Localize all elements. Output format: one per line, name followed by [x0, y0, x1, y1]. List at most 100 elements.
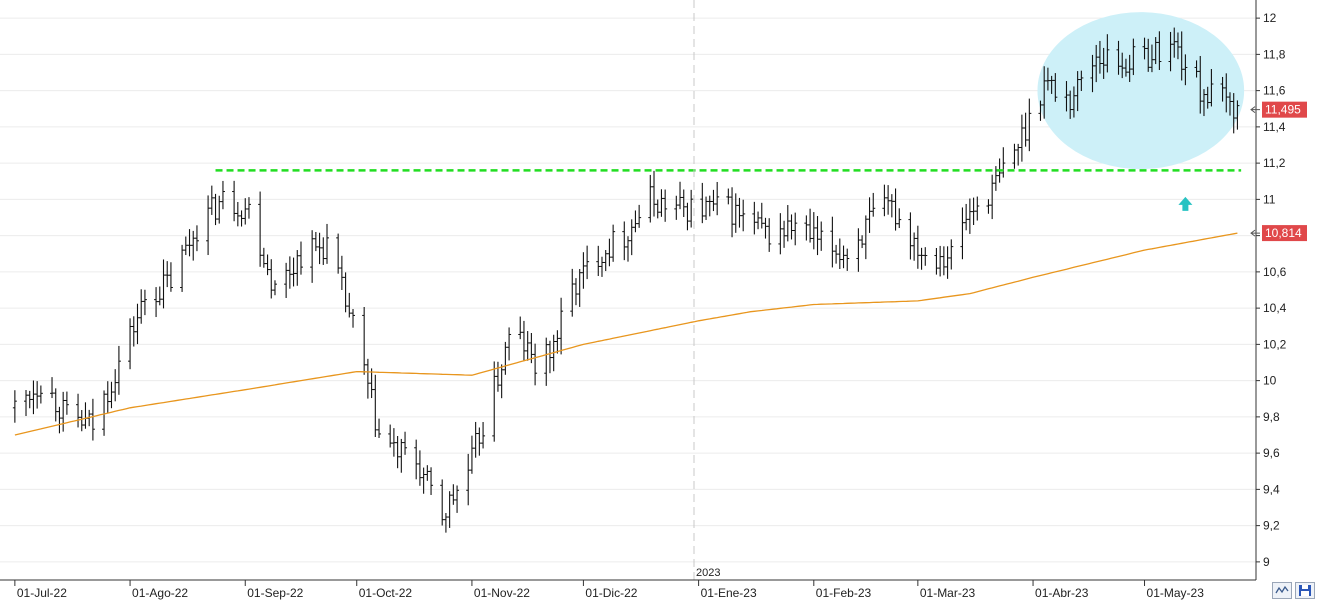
ohlc-bar — [521, 320, 526, 362]
ohlc-bar — [789, 214, 794, 240]
ohlc-bar — [206, 195, 211, 256]
ma-tag: 10,814 — [1250, 225, 1307, 242]
ohlc-bar — [298, 241, 303, 275]
ohlc-bar — [373, 374, 378, 437]
x-tick-label: 01-Ene-23 — [701, 586, 757, 600]
x-tick-label: 01-Abr-23 — [1035, 586, 1089, 600]
ohlc-bar — [622, 221, 627, 261]
y-tick-label: 10,4 — [1263, 301, 1287, 315]
ohlc-bar — [778, 213, 783, 255]
ohlc-bar — [912, 232, 917, 261]
ohlc-bar — [960, 207, 965, 260]
ohlc-bar — [213, 193, 218, 226]
ohlc-bar — [481, 422, 486, 449]
x-tick-label: 01-Oct-22 — [359, 586, 413, 600]
ohlc-bar — [752, 201, 757, 235]
ohlc-bar — [1127, 54, 1132, 82]
ohlc-bar — [1201, 89, 1206, 117]
ohlc-bar — [897, 208, 902, 229]
ohlc-bar — [492, 361, 497, 442]
ohlc-bar — [1101, 47, 1106, 79]
ohlc-bar — [577, 269, 582, 307]
ohlc-bar — [1042, 66, 1047, 119]
chart-type-button[interactable] — [1272, 582, 1292, 599]
ohlc-bar — [425, 465, 430, 481]
ohlc-bar — [908, 212, 913, 260]
ohlc-bar — [867, 197, 872, 233]
ohlc-bar — [659, 189, 664, 217]
y-axis-ticks: 1211,811,611,411,21110,810,610,410,2109,… — [1256, 11, 1287, 569]
save-button[interactable] — [1295, 582, 1315, 599]
ohlc-bar — [239, 210, 244, 227]
ohlc-bar — [1224, 73, 1229, 113]
ohlc-bar — [317, 232, 322, 265]
ohlc-bar — [466, 453, 471, 506]
ohlc-bar — [845, 248, 850, 271]
ohlc-bar — [1027, 98, 1032, 152]
ohlc-bar — [313, 231, 318, 252]
y-tick-label: 11,8 — [1263, 47, 1286, 61]
ohlc-bars — [12, 27, 1240, 533]
ohlc-bar — [518, 316, 523, 340]
ohlc-bar — [529, 332, 534, 364]
ohlc-bar — [648, 174, 653, 223]
ohlc-bar — [834, 244, 839, 264]
ohlc-bar — [1194, 60, 1199, 78]
ma-tag-text: 10,814 — [1265, 226, 1302, 240]
ohlc-bar — [1205, 86, 1210, 109]
ohlc-bar — [1220, 76, 1225, 102]
y-tick-label: 11 — [1263, 192, 1276, 206]
ohlc-bar — [1045, 67, 1050, 91]
ohlc-bar — [685, 202, 690, 231]
ohlc-bar — [678, 181, 683, 210]
ohlc-bar — [1235, 100, 1240, 130]
ohlc-bar — [194, 225, 199, 252]
ohlc-bar — [934, 247, 939, 275]
ohlc-bar — [209, 185, 214, 215]
ohlc-bar — [1012, 143, 1017, 169]
ohlc-bar — [889, 194, 894, 218]
ohlc-bar — [365, 358, 370, 399]
ohlc-bar — [1079, 70, 1084, 92]
ohlc-bar — [860, 235, 865, 249]
ohlc-bar — [611, 224, 616, 262]
ohlc-bar — [339, 255, 344, 290]
year-marker: 2023 — [696, 567, 720, 579]
price-pointer-icon — [1250, 106, 1260, 114]
ohlc-bar — [704, 196, 709, 220]
ohlc-bar — [711, 189, 716, 212]
ohlc-bar — [993, 166, 998, 191]
ohlc-bar — [1053, 73, 1058, 102]
y-tick-label: 11,2 — [1263, 156, 1286, 170]
ohlc-bar — [417, 450, 422, 486]
gridlines — [0, 17, 1256, 563]
ohlc-bar — [733, 193, 738, 233]
ohlc-bar — [700, 182, 705, 224]
ohlc-bar — [336, 233, 341, 274]
price-tag: 11,495 — [1250, 101, 1307, 118]
ohlc-bar — [113, 369, 118, 402]
price-tag-text: 11,495 — [1265, 103, 1301, 117]
ohlc-bar — [477, 427, 482, 456]
ohlc-bar — [187, 229, 192, 257]
ohlc-bar — [626, 236, 630, 262]
ohlc-bar — [726, 188, 731, 205]
ohlc-bar — [235, 201, 240, 227]
ohlc-bar — [272, 280, 277, 296]
ohlc-bar — [451, 484, 456, 505]
ohlc-bar — [707, 195, 712, 217]
ohlc-bar — [655, 199, 660, 219]
ohlc-bar — [191, 230, 196, 261]
ohlc-bar — [971, 197, 976, 226]
ohlc-bar — [258, 191, 263, 267]
x-axis-ticks: 01-Jul-22 01-Ago-22 01-Sep-22 01-Oct-22 01-N… — [14, 580, 1204, 600]
ohlc-bar — [1227, 92, 1232, 116]
ohlc-bar — [759, 202, 764, 229]
x-tick-label: 01-Feb-23 — [816, 586, 872, 600]
ohlc-bar — [804, 215, 809, 241]
ohlc-bar — [388, 424, 393, 448]
ohlc-bar — [469, 435, 474, 474]
ohlc-bar — [1023, 112, 1028, 147]
ohlc-bar — [573, 278, 578, 306]
ohlc-bar — [637, 204, 642, 228]
